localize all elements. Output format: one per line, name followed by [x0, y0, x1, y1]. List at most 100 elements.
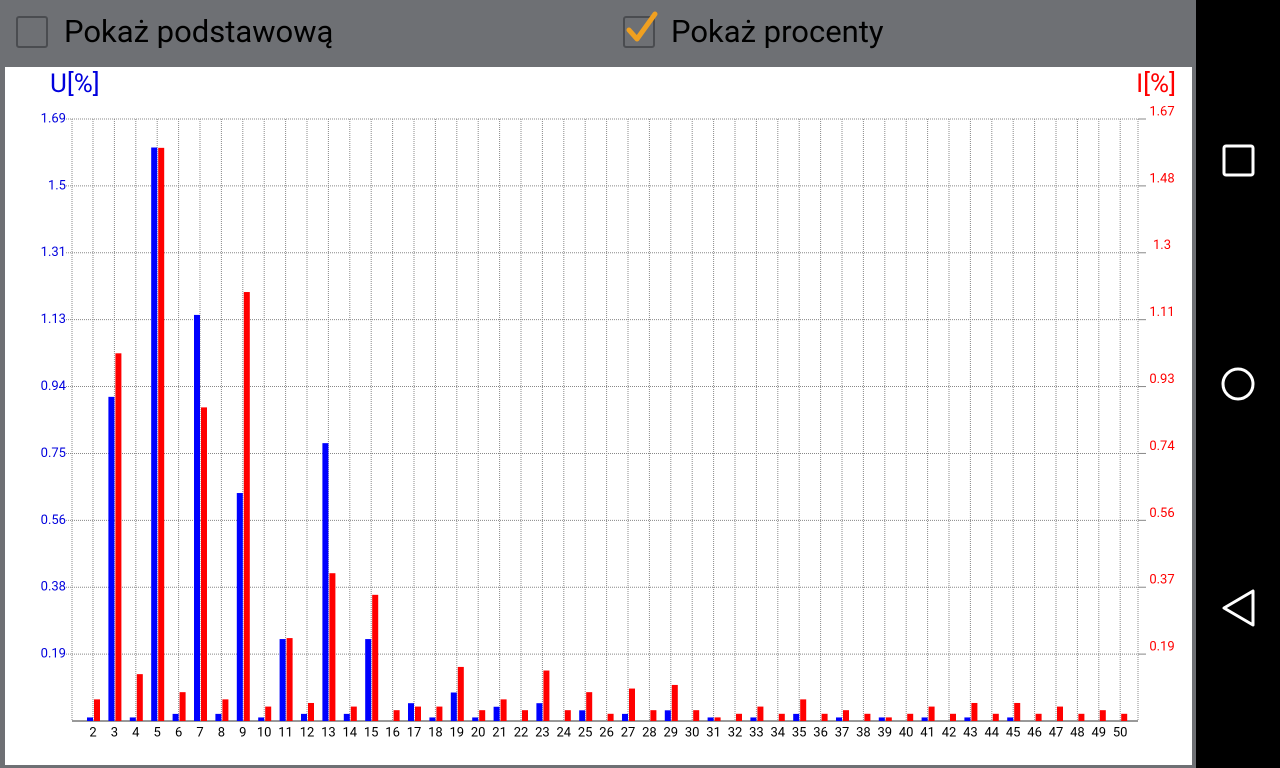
y2-axis-title: I[%]: [1136, 69, 1176, 99]
x-tick-label: 33: [749, 725, 764, 740]
bar: [329, 573, 336, 721]
bar: [757, 706, 764, 721]
bar: [108, 396, 115, 721]
bar: [586, 692, 593, 721]
x-tick-label: 20: [471, 725, 486, 740]
x-tick-label: 3: [111, 725, 118, 740]
x-tick-label: 27: [621, 725, 636, 740]
bar: [322, 443, 329, 721]
bar: [522, 710, 528, 721]
y2-tick-label: 1.3: [1153, 238, 1171, 253]
x-tick-label: 9: [239, 725, 246, 740]
x-tick-label: 25: [578, 725, 593, 740]
y-tick-label: 1.13: [41, 312, 66, 327]
bar: [265, 706, 272, 721]
bar: [286, 638, 293, 721]
bar: [543, 670, 550, 721]
bar: [885, 717, 892, 721]
bar: [821, 713, 828, 721]
bar: [736, 713, 742, 721]
x-tick-label: 10: [257, 725, 272, 740]
bar: [536, 703, 543, 721]
checkbox-label[interactable]: Pokaż podstawową: [64, 13, 333, 50]
x-tick-label: 32: [728, 725, 743, 740]
x-tick-label: 40: [899, 725, 914, 740]
bar: [950, 713, 956, 721]
x-tick-label: 21: [492, 725, 507, 740]
y-tick-label: 0.38: [41, 580, 66, 595]
bar: [714, 717, 721, 721]
bar: [928, 706, 935, 721]
bar: [215, 713, 222, 721]
x-tick-label: 16: [385, 725, 400, 740]
bar: [429, 717, 436, 721]
y-tick-label: 0.75: [41, 446, 66, 461]
bar: [450, 692, 457, 721]
bar: [87, 717, 93, 721]
recents-button[interactable]: [1222, 144, 1255, 177]
x-tick-label: 7: [196, 725, 203, 740]
x-tick-label: 19: [449, 725, 464, 740]
x-tick-label: 15: [364, 725, 379, 740]
bar: [472, 717, 479, 721]
bar: [707, 717, 714, 721]
bar: [964, 717, 971, 721]
checkbox-label[interactable]: Pokaż procenty: [671, 13, 884, 50]
y-tick-label: 1.31: [41, 245, 66, 260]
bar: [172, 713, 179, 721]
bar: [179, 692, 186, 721]
bar: [365, 639, 372, 721]
x-tick-label: 47: [1049, 725, 1064, 740]
y2-tick-label: 0.37: [1149, 573, 1174, 588]
x-tick-label: 41: [920, 725, 935, 740]
bar: [564, 710, 571, 721]
checkmark: [626, 11, 658, 42]
bar: [279, 639, 286, 721]
checkbox[interactable]: [623, 16, 655, 48]
bar: [1007, 717, 1014, 721]
bar: [629, 688, 635, 721]
chart-panel: [5, 67, 1192, 765]
y2-tick-label: 1.67: [1149, 104, 1174, 119]
bar: [308, 702, 314, 721]
bar: [393, 710, 400, 721]
x-tick-label: 48: [1070, 725, 1085, 740]
bar: [607, 713, 614, 721]
bar: [750, 717, 757, 721]
bar: [836, 717, 842, 721]
x-tick-label: 28: [642, 725, 657, 740]
bar: [650, 710, 657, 721]
x-tick-label: 6: [175, 725, 182, 740]
home-button[interactable]: [1221, 367, 1255, 401]
x-tick-label: 12: [300, 725, 315, 740]
x-tick-label: 37: [835, 725, 850, 740]
bar: [921, 717, 928, 721]
x-tick-label: 45: [1006, 725, 1021, 740]
bar: [971, 702, 978, 721]
y2-tick-label: 0.19: [1149, 640, 1174, 655]
bar: [243, 292, 250, 721]
bar: [992, 713, 999, 721]
back-button[interactable]: [1222, 589, 1255, 627]
checkbox[interactable]: [16, 16, 48, 48]
bar: [622, 713, 628, 721]
nav-bar: [1196, 0, 1280, 768]
y-axis-title: U[%]: [50, 69, 100, 99]
bar: [258, 717, 265, 721]
bar: [579, 710, 586, 721]
bar: [864, 713, 871, 721]
x-tick-label: 29: [663, 725, 678, 740]
bar: [436, 706, 443, 721]
y-tick-label: 1.5: [48, 178, 66, 193]
bar: [479, 710, 486, 721]
x-tick-label: 5: [154, 725, 161, 740]
bar: [222, 699, 229, 721]
x-tick-label: 35: [792, 725, 807, 740]
x-tick-label: 44: [984, 725, 999, 740]
bar: [136, 674, 143, 721]
bar: [493, 706, 500, 721]
y-tick-label: 0.94: [41, 379, 67, 394]
bar: [778, 713, 785, 721]
x-tick-label: 38: [856, 725, 871, 740]
